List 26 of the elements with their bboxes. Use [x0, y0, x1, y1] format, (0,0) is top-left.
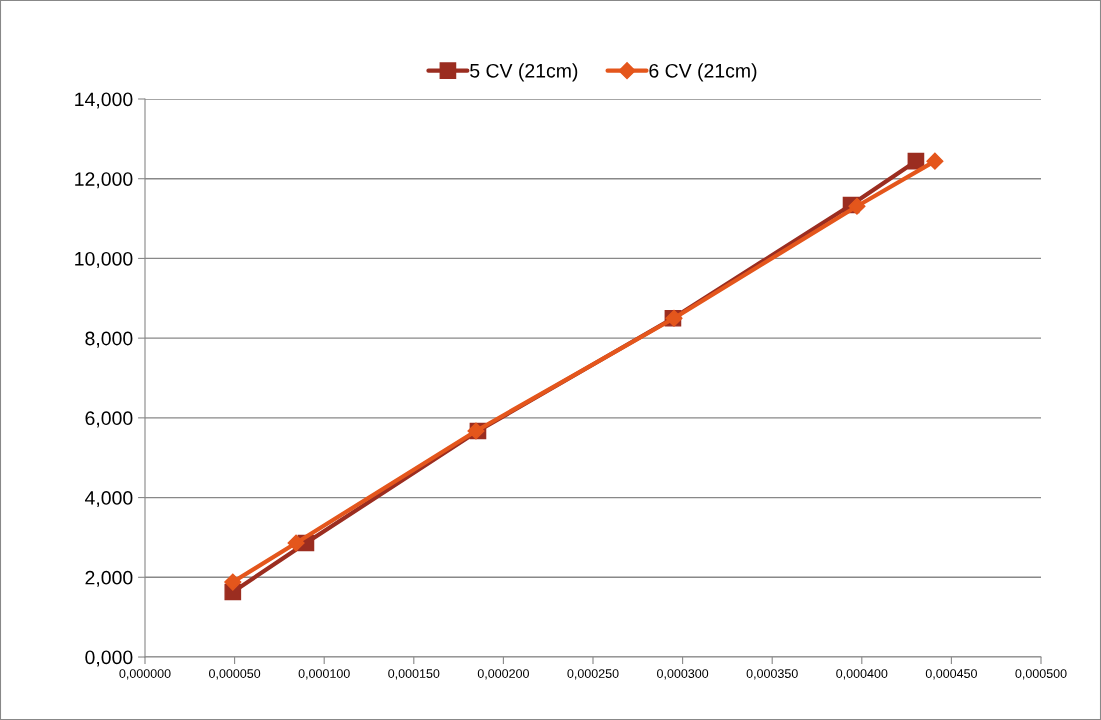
y-tick-label: 14,000	[75, 92, 133, 109]
legend-label: 6 CV (21cm)	[649, 63, 757, 82]
x-tick-label: 0,000250	[567, 669, 619, 680]
y-tick-label: 12,000	[75, 172, 133, 189]
point	[287, 534, 305, 552]
point	[926, 152, 944, 170]
x-tick-label: 0,000450	[925, 669, 977, 680]
point	[224, 573, 242, 591]
y-tick-label: 0,000	[85, 650, 133, 667]
y-tick-label: 6,000	[85, 411, 133, 428]
x-tick-label: 0,000150	[388, 669, 440, 680]
x-tick-label: 0,000400	[836, 669, 888, 680]
x-tick-label: 0,000100	[298, 669, 350, 680]
legend-label: 5 CV (21cm)	[470, 63, 578, 82]
x-tick-label: 0,000350	[746, 669, 798, 680]
point	[848, 197, 866, 215]
y-tick-label: 10,000	[75, 251, 133, 268]
y-tick-label: 4,000	[84, 491, 133, 508]
x-tick-label: 0,000300	[657, 669, 709, 680]
x-tick-label: 0,000000	[119, 669, 171, 680]
x-tick-label: 0,000050	[209, 669, 261, 680]
point	[907, 152, 925, 170]
y-tick-label: 2,000	[85, 570, 133, 587]
x-tick-label: 0,000500	[1015, 669, 1067, 680]
x-tick-label: 0,000200	[477, 669, 529, 680]
y-tick-label: 8,000	[85, 331, 133, 348]
